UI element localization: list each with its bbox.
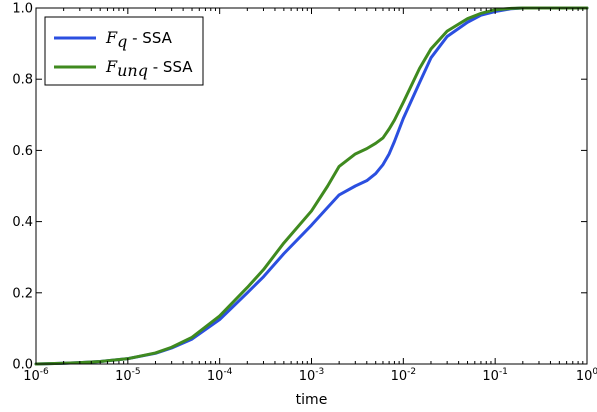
x-tick-label: 10-3: [299, 367, 325, 384]
legend-math-sub: q: [117, 32, 127, 51]
y-tick-label: 0.6: [12, 144, 33, 159]
x-tick-label: 10-2: [391, 367, 417, 384]
x-tick-label: 10-4: [207, 367, 233, 384]
plot-frame: [35, 7, 588, 365]
y-tick-label: 0.2: [12, 286, 33, 301]
x-tick-exponent: -4: [223, 367, 232, 377]
y-tick-labels: 0.0 0.2 0.4 0.6 0.8 1.0: [12, 2, 33, 373]
series-layer: [34, 6, 589, 366]
x-tick-exponent: 0: [592, 367, 597, 377]
y-tick-label: 0.8: [12, 73, 33, 88]
x-tick-label: 10-6: [23, 367, 49, 384]
y-tick-label: 1.0: [12, 2, 33, 17]
x-axis-label: time: [296, 392, 328, 408]
x-tick-labels: 10-6 10-5 10-4 10-3 10-2 10-1 100: [23, 367, 597, 384]
x-tick-base: 10: [299, 369, 316, 384]
legend-label-1: Funq - SSA: [105, 57, 193, 80]
x-tick-exponent: -3: [315, 367, 324, 377]
x-tick-base: 10: [482, 369, 499, 384]
x-tick-label: 100: [576, 367, 597, 384]
legend-suffix: - SSA: [127, 29, 172, 47]
legend-label-0: Fq - SSA: [105, 28, 173, 51]
series-line-1: [34, 6, 589, 366]
x-tick-exponent: -5: [132, 367, 141, 377]
x-tick-exponent: -6: [40, 367, 49, 377]
x-tick-base: 10: [115, 369, 132, 384]
y-tick-label: 0.0: [12, 358, 33, 373]
x-tick-base: 10: [576, 369, 593, 384]
legend-box: [44, 16, 204, 86]
legend-suffix: - SSA: [148, 58, 193, 76]
legend-math-base: F: [105, 28, 118, 47]
x-tick-label: 10-5: [115, 367, 141, 384]
x-tick-exponent: -1: [499, 367, 508, 377]
x-tick-exponent: -2: [407, 367, 416, 377]
x-tick-base: 10: [391, 369, 408, 384]
y-tick-label: 0.4: [12, 215, 33, 230]
x-tick-base: 10: [207, 369, 224, 384]
x-tick-label: 10-1: [482, 367, 508, 384]
x-tick-base: 10: [23, 369, 40, 384]
legend-math-sub: unq: [117, 61, 148, 80]
legend-math-base: F: [105, 57, 118, 76]
